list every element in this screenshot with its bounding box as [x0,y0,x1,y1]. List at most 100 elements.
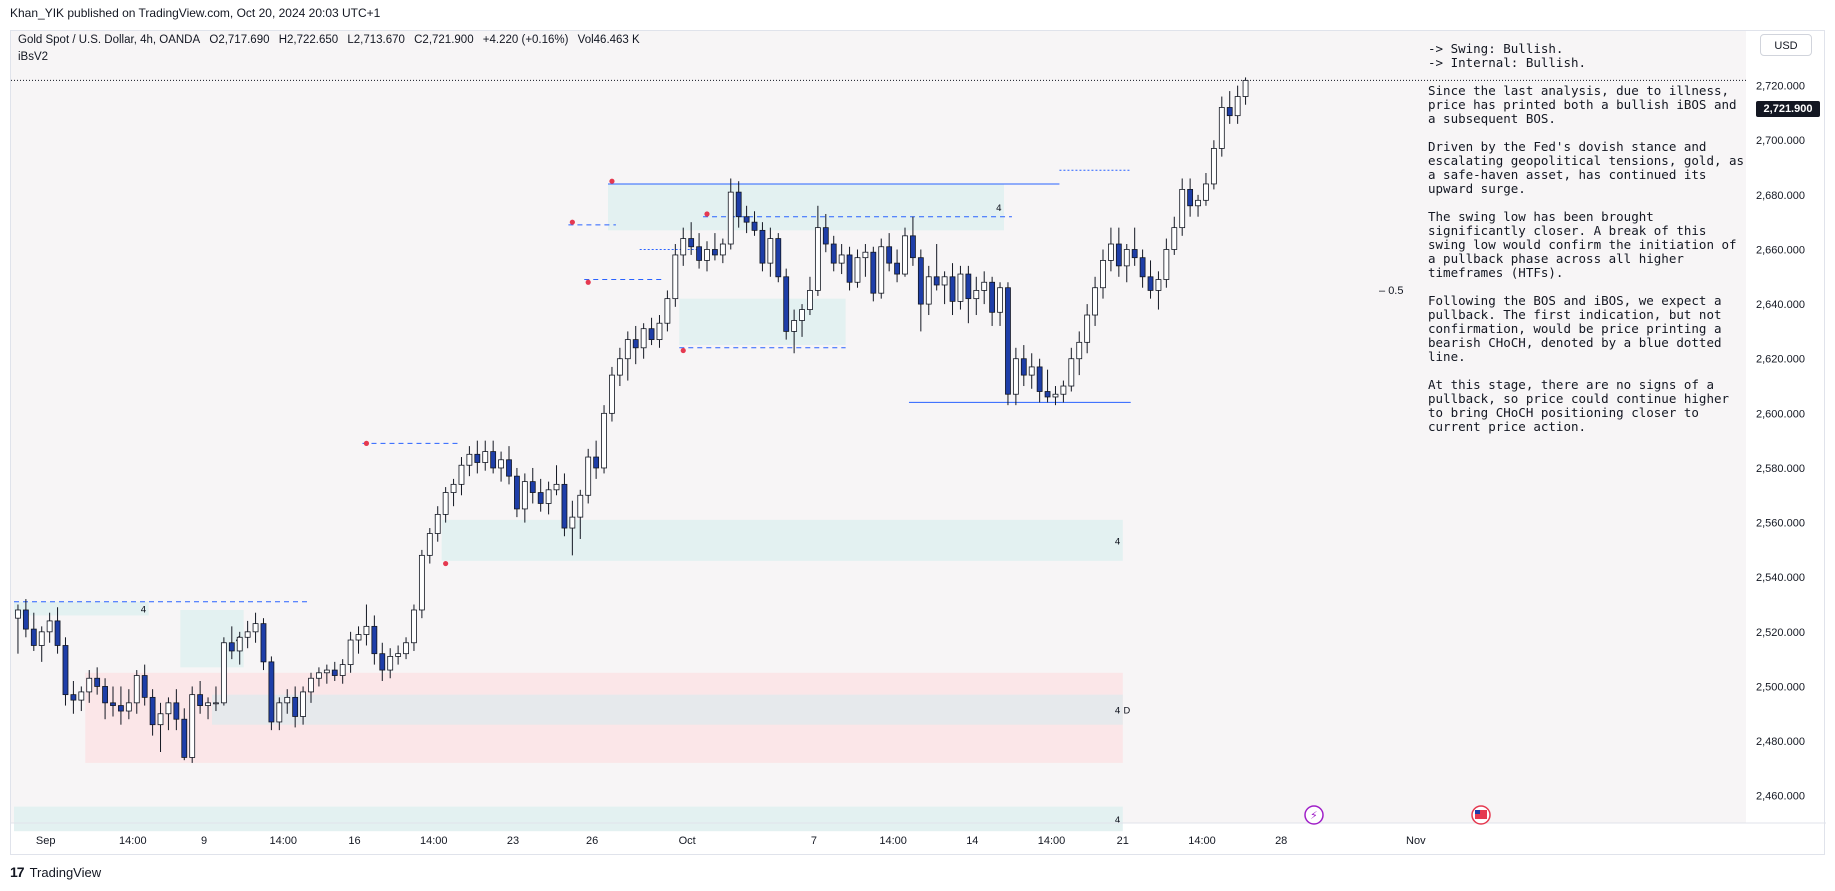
candle-body [110,702,116,706]
x-tick-label: 7 [811,835,817,847]
tradingview-logo[interactable]: 17 TradingView [10,864,101,880]
candle-body [521,481,528,510]
candle-body [1179,188,1186,229]
candle-body [1068,358,1075,387]
symbol-name[interactable]: Gold Spot / U.S. Dollar, 4h, OANDA [18,34,201,46]
price-chart[interactable]: 44 D4444 2,460.0002,480.0002,500.0002,52… [11,31,1826,856]
candle-body [688,238,695,248]
y-tick-label: 2,720.000 [1756,81,1805,93]
candle-body [553,483,560,491]
y-tick-label: 2,660.000 [1756,244,1805,256]
candle-body [1226,107,1233,117]
candle-body [561,483,568,529]
note-paragraph-2: Driven by the Fed's dovish stance and es… [1428,139,1745,196]
candle-body [878,246,885,294]
event-us-flag-canton [1475,810,1480,814]
candle-body [1147,276,1154,291]
y-tick-label: 2,620.000 [1756,354,1805,366]
candle-body [252,623,259,633]
candle-body [1123,249,1130,267]
x-tick-label: 23 [507,835,519,847]
candle-body [331,669,338,676]
ohlc-close: C2,721.900 [414,34,474,46]
y-tick-label: 2,640.000 [1756,299,1805,311]
current-price-tag: 2,721.900 [1756,101,1820,117]
candle-body [1028,366,1035,376]
x-tick-label: 9 [201,835,207,847]
candle-body [830,243,837,264]
swing-point [609,178,615,184]
candle-body [632,339,639,349]
candle-body [1171,227,1178,250]
x-tick-label: 14:00 [1188,835,1216,847]
zone-demand [180,609,244,668]
candle-body [118,705,124,712]
candle-body [133,675,140,704]
candle-body [656,322,663,341]
candle-body [70,694,77,701]
candle-body [387,656,394,671]
tradingview-brand-text: TradingView [29,864,102,880]
candle-body [799,309,805,321]
candle-body [78,691,85,701]
candle-body [220,642,227,704]
candle-body [886,246,893,264]
candle-body [989,281,996,313]
candle-body [22,609,29,630]
swing-point [704,211,710,217]
candle-body [648,328,655,341]
x-tick-label: 21 [1117,835,1129,847]
candle-body [403,642,409,655]
candle-body [379,653,386,671]
event-flash-icon[interactable] [1304,805,1324,825]
y-tick-label: 2,500.000 [1756,681,1805,693]
zone-label: 4 [996,204,1002,214]
candle-body [1036,366,1043,392]
candle-body [719,243,726,256]
zone-demand [608,183,1004,231]
candle-body [624,339,631,360]
candle-body [268,661,275,723]
candle-body [316,672,322,679]
candle-body [727,191,734,245]
candle-body [1195,199,1201,207]
volume-value: Vol46.463 K [577,34,640,46]
candle-body [925,276,932,305]
tradingview-logo-icon: 17 [10,864,25,880]
x-tick-label: 28 [1275,835,1287,847]
candle-body [941,276,948,286]
currency-button[interactable]: USD [1760,34,1812,56]
candle-body [545,489,552,504]
candle-body [1005,287,1011,395]
candle-body [62,645,69,696]
candle-body [529,481,536,493]
chart-frame[interactable]: 44 D4444 2,460.0002,480.0002,500.0002,52… [10,30,1826,856]
candle-body [490,451,497,469]
candle-body [609,374,615,414]
candle-body [228,642,235,652]
candle-body [466,453,473,466]
candle-body [601,412,607,469]
price-change: +4.220 (+0.16%) [482,34,569,46]
candle-body [1100,260,1106,289]
candle-body [38,631,45,646]
candle-body [260,623,267,663]
candle-body [514,475,520,510]
zone-label: 4 D [1115,707,1131,717]
note-internal: -> Internal: Bullish. [1428,55,1587,70]
y-tick-label: 2,700.000 [1756,135,1805,147]
candle-body [751,221,758,231]
candle-body [1052,393,1059,398]
event-flash-glyph: ⚡ [1310,809,1318,822]
candle-body [965,273,972,300]
indicator-label[interactable]: iBsV2 [18,51,49,63]
candle-body [1218,107,1225,149]
candle-body [894,262,900,275]
candle-body [767,238,774,264]
candle-body [482,451,489,463]
x-tick-label: 14:00 [879,835,907,847]
ohlc-open: O2,717.690 [209,34,270,46]
fib-level-label: – 0.5 [1379,285,1404,297]
candle-body [363,625,370,635]
candle-body [616,358,623,376]
